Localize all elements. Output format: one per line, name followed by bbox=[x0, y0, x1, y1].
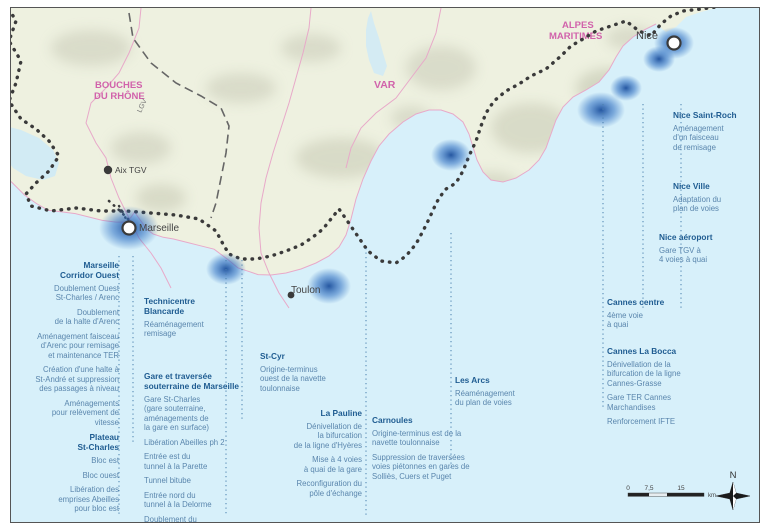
svg-text:km: km bbox=[708, 493, 716, 499]
svg-text:15: 15 bbox=[677, 485, 685, 492]
svg-text:DU RHÔNE: DU RHÔNE bbox=[94, 90, 145, 102]
svg-text:Toulon: Toulon bbox=[291, 285, 320, 296]
svg-text:N: N bbox=[730, 470, 737, 481]
svg-text:ALPES: ALPES bbox=[562, 20, 594, 31]
svg-text:Marseille: Marseille bbox=[139, 223, 179, 234]
svg-text:7,5: 7,5 bbox=[644, 485, 653, 492]
svg-text:Aix TGV: Aix TGV bbox=[115, 165, 147, 175]
svg-text:0: 0 bbox=[626, 485, 630, 492]
svg-text:BOUCHES: BOUCHES bbox=[95, 80, 143, 91]
svg-text:VAR: VAR bbox=[374, 79, 396, 91]
svg-text:Nice: Nice bbox=[636, 30, 658, 42]
